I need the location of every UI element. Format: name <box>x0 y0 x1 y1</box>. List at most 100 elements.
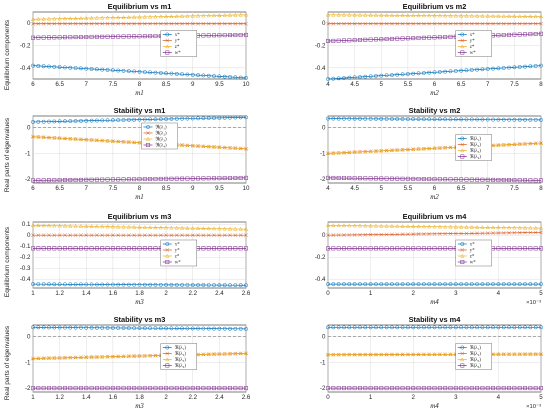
series-line <box>327 14 542 17</box>
data-point <box>373 246 378 251</box>
data-point <box>379 73 384 78</box>
data-point <box>512 246 517 251</box>
data-point <box>501 178 506 182</box>
data-point <box>195 352 201 357</box>
data-point <box>110 15 115 20</box>
data-point <box>52 35 57 40</box>
data-point <box>358 176 362 181</box>
data-point <box>30 17 36 21</box>
data-point <box>132 69 137 74</box>
data-point <box>475 282 480 287</box>
data-point <box>174 21 179 26</box>
data-point <box>501 13 506 18</box>
data-point <box>373 282 378 287</box>
data-point <box>116 386 121 391</box>
data-point <box>132 140 137 144</box>
data-point <box>347 386 352 391</box>
data-point <box>384 352 389 357</box>
data-point <box>84 233 89 238</box>
data-point <box>89 67 94 71</box>
plot-area <box>327 324 542 393</box>
data-point <box>379 21 384 26</box>
data-point <box>174 71 179 76</box>
data-point <box>507 282 511 287</box>
data-point <box>121 282 126 287</box>
data-point <box>357 223 363 228</box>
data-point <box>416 71 421 76</box>
data-point <box>400 117 405 121</box>
x-tick-label: 5.5 <box>404 81 413 88</box>
data-point <box>443 177 448 182</box>
data-point <box>352 232 357 237</box>
data-point <box>238 75 243 80</box>
data-point <box>47 21 51 26</box>
legend-marker <box>165 260 170 264</box>
data-point <box>490 143 496 147</box>
data-point <box>211 144 217 149</box>
data-point <box>105 224 110 229</box>
x-tick-label: 8.5 <box>162 185 171 192</box>
data-point <box>512 230 517 235</box>
subplot-4: 4 4.5 5 5.5 6 6.5 7 7.5 8 -2 -1 0 Stability vs m2 m2 ℜ… <box>320 106 543 201</box>
data-point <box>179 13 185 18</box>
data-point <box>195 13 201 18</box>
series-line <box>327 224 542 229</box>
data-point <box>116 118 121 123</box>
data-point <box>46 223 52 228</box>
data-point <box>110 354 115 359</box>
data-point <box>57 16 62 21</box>
data-point <box>212 176 217 181</box>
series-3 <box>325 12 544 19</box>
data-point <box>164 71 169 76</box>
data-point <box>331 325 336 330</box>
data-point <box>206 233 211 238</box>
data-point <box>421 325 426 330</box>
data-point <box>475 21 479 26</box>
data-point <box>73 386 78 391</box>
data-point <box>432 282 437 287</box>
data-point <box>100 67 105 72</box>
data-point <box>464 231 469 236</box>
plot-area <box>327 221 542 289</box>
legend-entry: y* <box>470 39 475 44</box>
data-point <box>89 34 94 39</box>
data-point <box>228 115 232 120</box>
data-point <box>110 177 115 182</box>
data-point <box>523 178 527 183</box>
data-point <box>190 21 195 26</box>
data-point <box>201 226 206 230</box>
legend-marker <box>460 50 465 55</box>
data-point <box>384 73 389 78</box>
data-point <box>384 232 389 237</box>
data-point <box>196 116 201 121</box>
data-point <box>52 178 57 183</box>
data-point <box>480 67 485 72</box>
data-point <box>336 386 341 391</box>
y-tick-label: -1 <box>320 359 326 366</box>
data-point <box>539 230 543 235</box>
data-point <box>180 233 184 238</box>
data-point <box>373 223 379 228</box>
data-point <box>222 13 227 17</box>
data-point <box>36 119 41 124</box>
data-point <box>358 232 362 237</box>
data-point <box>158 225 163 230</box>
data-point <box>411 147 416 151</box>
data-point <box>196 73 201 78</box>
data-point <box>533 246 538 251</box>
data-point <box>201 233 206 238</box>
data-point <box>243 146 249 151</box>
data-point <box>496 352 501 356</box>
data-point <box>352 352 357 357</box>
data-point <box>94 177 99 182</box>
data-point <box>432 352 437 356</box>
x-tick-label: 7.5 <box>109 185 118 192</box>
legend-entry: ℜ(λ₃) <box>175 357 187 363</box>
data-point <box>517 21 522 26</box>
data-point <box>137 177 142 182</box>
data-point <box>84 177 89 182</box>
data-point <box>57 135 62 140</box>
data-point <box>190 176 195 181</box>
data-point <box>142 34 147 39</box>
data-point <box>185 386 190 391</box>
